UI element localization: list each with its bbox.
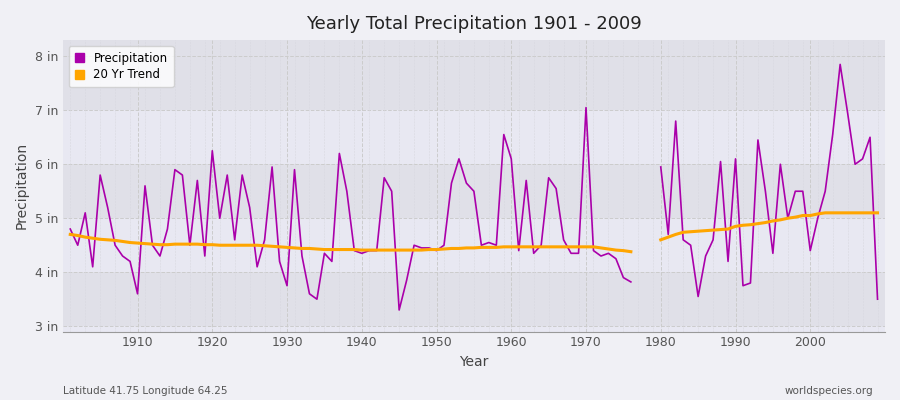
Bar bbox=[63, 218, 885, 272]
Precipitation bbox=[580, 105, 591, 110]
Precipitation bbox=[626, 280, 636, 284]
20 Yr Trend bbox=[438, 246, 449, 251]
Bar bbox=[63, 110, 885, 164]
20 Yr Trend bbox=[424, 247, 435, 252]
Precipitation bbox=[259, 238, 270, 242]
20 Yr Trend bbox=[65, 232, 76, 237]
Y-axis label: Precipitation: Precipitation bbox=[15, 142, 29, 230]
Bar bbox=[63, 326, 885, 332]
Legend: Precipitation, 20 Yr Trend: Precipitation, 20 Yr Trend bbox=[68, 46, 174, 87]
Precipitation bbox=[356, 251, 367, 256]
Text: worldspecies.org: worldspecies.org bbox=[785, 386, 873, 396]
Line: 20 Yr Trend: 20 Yr Trend bbox=[70, 234, 631, 252]
Precipitation bbox=[521, 178, 532, 183]
20 Yr Trend bbox=[117, 239, 128, 244]
Text: Latitude 41.75 Longitude 64.25: Latitude 41.75 Longitude 64.25 bbox=[63, 386, 228, 396]
20 Yr Trend bbox=[513, 244, 524, 249]
20 Yr Trend bbox=[356, 248, 367, 252]
Bar bbox=[63, 272, 885, 326]
20 Yr Trend bbox=[259, 243, 270, 248]
Precipitation bbox=[446, 181, 457, 186]
Line: Precipitation: Precipitation bbox=[70, 108, 631, 310]
Precipitation bbox=[65, 227, 76, 232]
Title: Yearly Total Precipitation 1901 - 2009: Yearly Total Precipitation 1901 - 2009 bbox=[306, 15, 642, 33]
Precipitation bbox=[393, 308, 404, 312]
Bar bbox=[63, 56, 885, 110]
X-axis label: Year: Year bbox=[459, 355, 489, 369]
Precipitation bbox=[431, 248, 442, 253]
Precipitation bbox=[117, 254, 128, 258]
Bar bbox=[63, 40, 885, 56]
20 Yr Trend bbox=[626, 249, 636, 254]
Bar bbox=[63, 164, 885, 218]
